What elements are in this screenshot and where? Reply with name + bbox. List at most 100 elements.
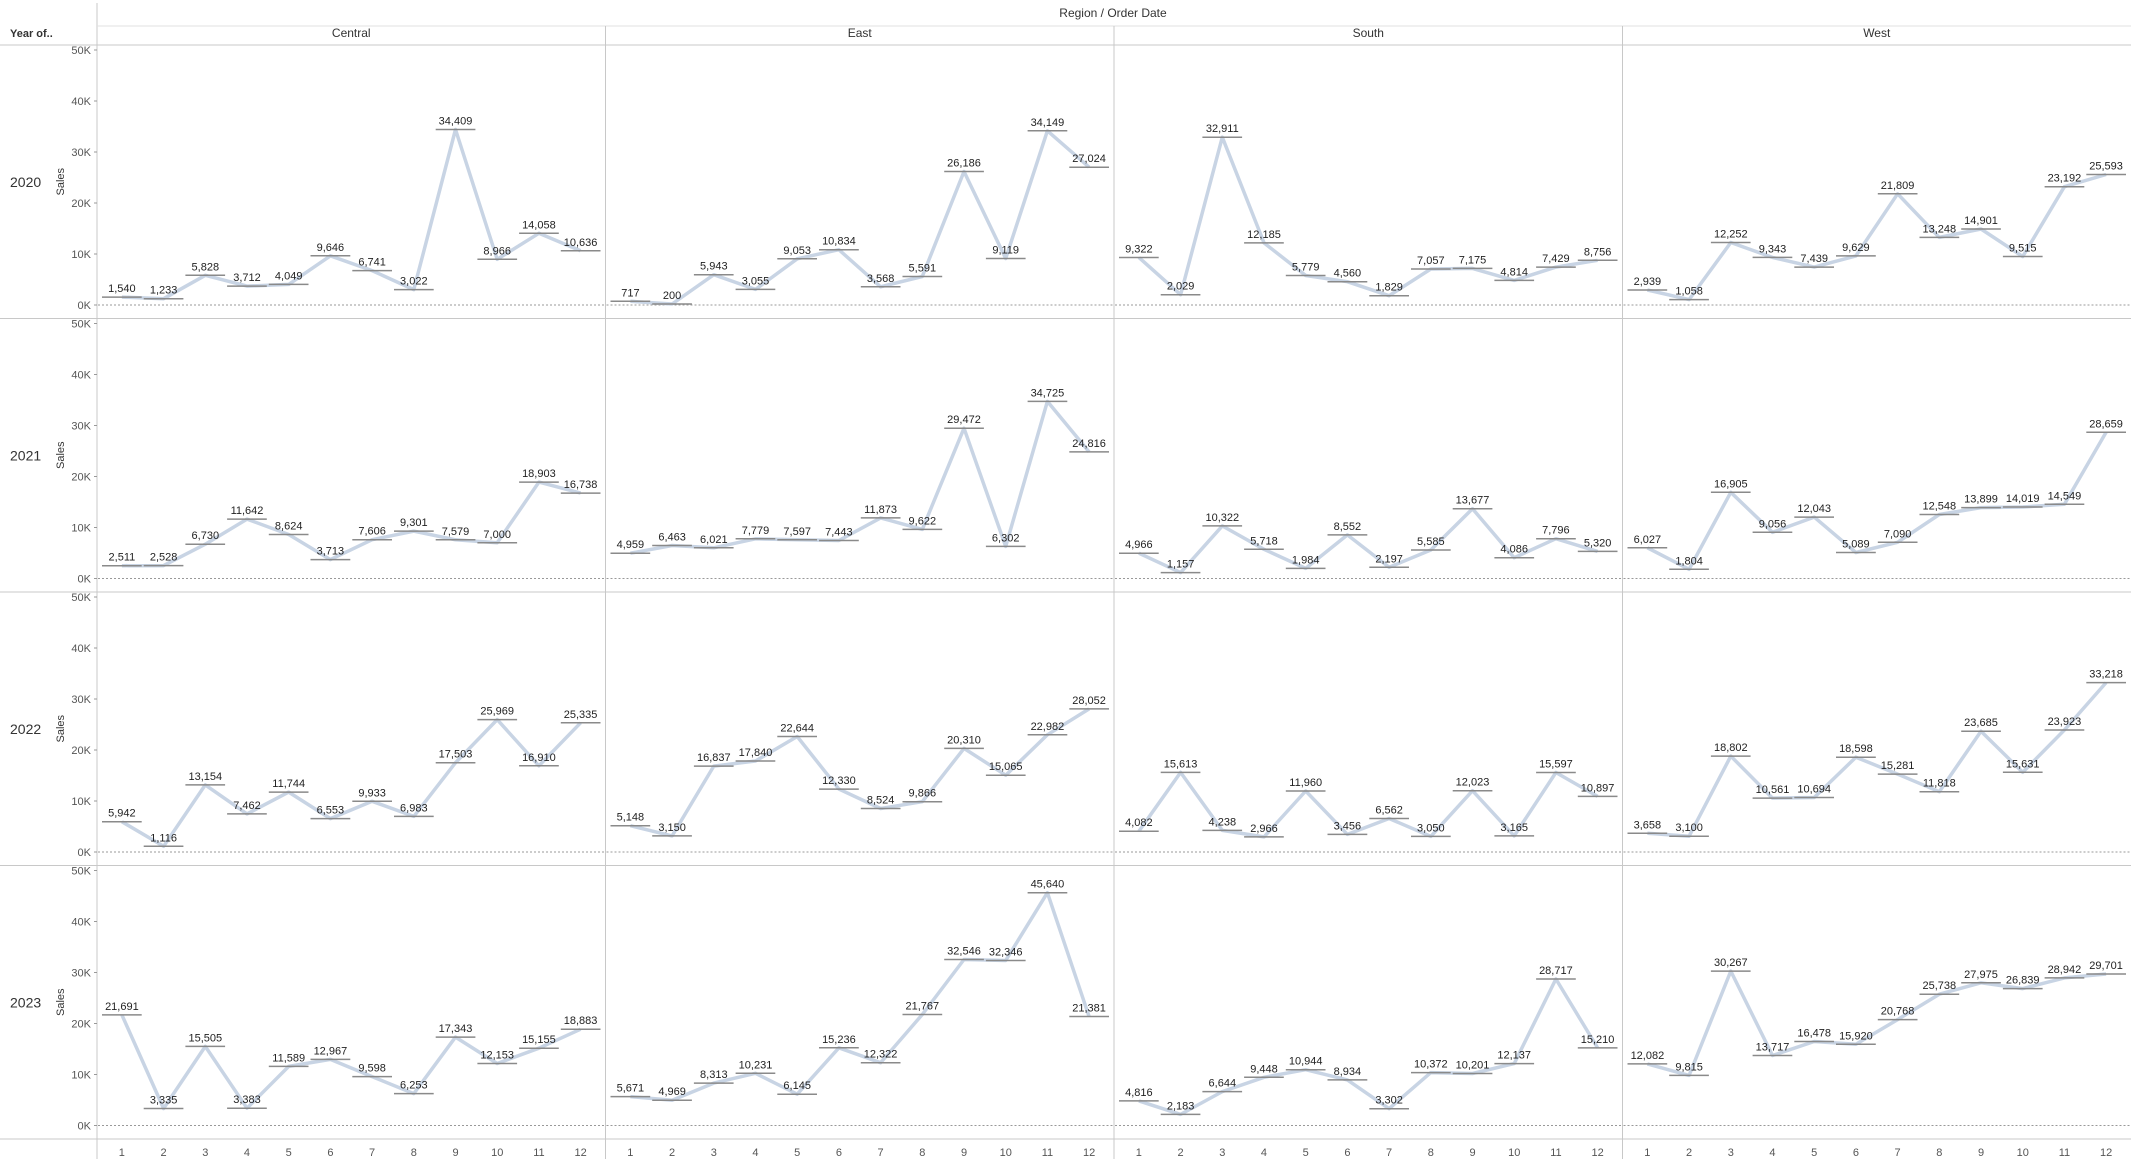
data-label: 717 xyxy=(621,287,639,299)
data-label: 7,443 xyxy=(825,527,853,539)
data-label: 28,717 xyxy=(1539,965,1573,977)
y-tick-label: 40K xyxy=(71,917,91,929)
x-tick-label: 4 xyxy=(1261,1147,1267,1159)
data-label: 2,528 xyxy=(150,552,178,564)
x-tick-label: 12 xyxy=(575,1147,587,1159)
data-label: 27,024 xyxy=(1072,153,1106,165)
data-label: 6,644 xyxy=(1209,1078,1237,1090)
data-label: 10,201 xyxy=(1456,1060,1490,1072)
data-label: 8,313 xyxy=(700,1069,728,1081)
x-tick-label: 10 xyxy=(1000,1147,1012,1159)
x-tick-label: 12 xyxy=(1083,1147,1095,1159)
data-label: 3,022 xyxy=(400,276,428,288)
series-line xyxy=(630,129,1091,306)
data-label: 5,942 xyxy=(108,808,136,820)
data-label: 21,809 xyxy=(1881,180,1915,192)
data-label: 9,515 xyxy=(2009,243,2037,255)
y-tick-label: 10K xyxy=(71,796,91,808)
data-label: 2,029 xyxy=(1167,281,1195,293)
data-label: 34,725 xyxy=(1031,387,1065,399)
data-label: 3,712 xyxy=(233,272,261,284)
data-label: 10,944 xyxy=(1289,1056,1323,1068)
data-label: 17,503 xyxy=(439,749,473,761)
data-label: 10,561 xyxy=(1756,784,1790,796)
y-tick-label: 10K xyxy=(71,249,91,261)
data-label: 3,713 xyxy=(317,546,345,558)
data-label: 18,883 xyxy=(564,1015,598,1027)
data-label: 3,658 xyxy=(1634,819,1662,831)
data-label: 2,183 xyxy=(1167,1100,1195,1112)
x-tick-label: 7 xyxy=(878,1147,884,1159)
data-label: 1,058 xyxy=(1675,286,1703,298)
series-line xyxy=(121,127,582,301)
data-label: 9,322 xyxy=(1125,244,1153,256)
data-label: 28,942 xyxy=(2048,964,2082,976)
data-label: 5,671 xyxy=(617,1083,645,1095)
data-label: 5,943 xyxy=(700,261,728,273)
data-label: 8,624 xyxy=(275,521,303,533)
data-label: 4,959 xyxy=(617,539,645,551)
data-label: 30,267 xyxy=(1714,957,1748,969)
data-label: 6,553 xyxy=(317,805,345,817)
data-label: 25,335 xyxy=(564,709,598,721)
data-label: 15,236 xyxy=(822,1034,856,1046)
series-line xyxy=(630,890,1091,1102)
x-tick-label: 3 xyxy=(1219,1147,1225,1159)
data-label: 8,934 xyxy=(1334,1066,1362,1078)
data-label: 21,691 xyxy=(105,1001,139,1013)
data-label: 3,335 xyxy=(150,1095,178,1107)
x-tick-label: 5 xyxy=(286,1147,292,1159)
data-label: 9,448 xyxy=(1250,1063,1278,1075)
data-label: 2,197 xyxy=(1375,553,1403,565)
data-label: 20,768 xyxy=(1881,1006,1915,1018)
data-label: 3,055 xyxy=(742,275,770,287)
column-header-south: South xyxy=(1353,26,1384,40)
y-tick-label: 40K xyxy=(71,643,91,655)
x-tick-label: 7 xyxy=(1895,1147,1901,1159)
data-label: 16,738 xyxy=(564,479,598,491)
data-label: 1,540 xyxy=(108,283,136,295)
data-label: 15,631 xyxy=(2006,758,2040,770)
data-label: 14,549 xyxy=(2048,490,2082,502)
data-label: 1,157 xyxy=(1167,559,1195,571)
row-header-year[interactable]: Year of.. xyxy=(10,28,53,40)
panel-central-2020: 1,540 1,233 5,828 3,712 4,049 9,646 6,741 3,022… xyxy=(98,116,605,306)
data-label: 25,593 xyxy=(2089,161,2123,173)
data-label: 3,165 xyxy=(1500,822,1528,834)
data-label: 4,086 xyxy=(1500,544,1528,556)
data-label: 16,910 xyxy=(522,752,556,764)
x-tick-label: 12 xyxy=(2100,1147,2112,1159)
data-label: 4,049 xyxy=(275,270,303,282)
y-tick-label: 40K xyxy=(71,370,91,382)
series-line xyxy=(1647,681,2108,838)
x-tick-label: 11 xyxy=(533,1147,544,1159)
data-label: 9,598 xyxy=(358,1063,386,1075)
x-tick-label: 8 xyxy=(919,1147,925,1159)
data-label: 29,701 xyxy=(2089,960,2123,972)
data-label: 1,804 xyxy=(1675,555,1703,567)
data-label: 27,975 xyxy=(1964,969,1998,981)
series-line xyxy=(1137,135,1598,298)
data-label: 4,966 xyxy=(1125,539,1153,551)
x-tick-label: 1 xyxy=(119,1147,125,1159)
panel-west-2023: 12,082 9,815 30,267 13,717 16,478 15,920 20,76… xyxy=(1623,957,2130,1126)
y-axis-label: Sales xyxy=(55,167,67,195)
series-line xyxy=(121,717,582,849)
x-tick-label: 8 xyxy=(1428,1147,1434,1159)
data-label: 5,585 xyxy=(1417,536,1445,548)
data-label: 22,644 xyxy=(780,723,814,735)
data-label: 3,456 xyxy=(1334,820,1362,832)
x-tick-label: 9 xyxy=(452,1147,458,1159)
data-label: 9,815 xyxy=(1675,1061,1703,1073)
data-label: 11,818 xyxy=(1923,778,1956,790)
data-label: 5,828 xyxy=(192,261,220,273)
data-label: 6,562 xyxy=(1375,805,1403,817)
data-label: 6,027 xyxy=(1634,534,1662,546)
data-label: 9,053 xyxy=(783,245,811,257)
data-label: 6,730 xyxy=(192,530,220,542)
x-tick-label: 6 xyxy=(327,1147,333,1159)
data-label: 1,233 xyxy=(150,285,178,297)
y-tick-label: 50K xyxy=(71,45,91,57)
y-tick-label: 0K xyxy=(78,1121,92,1133)
